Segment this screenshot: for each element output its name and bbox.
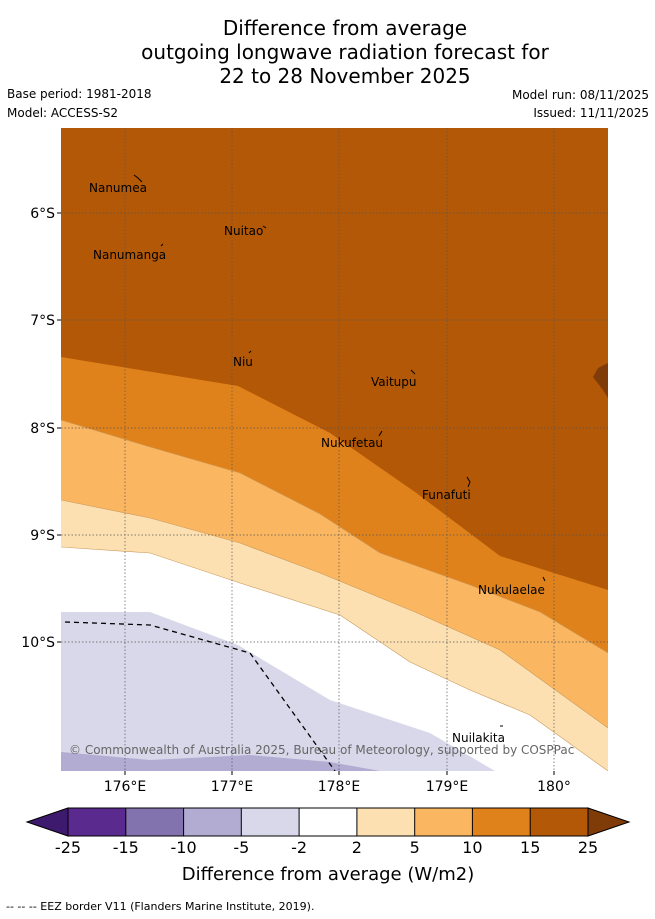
colorbar-tick-label: 5 (410, 838, 420, 857)
colorbar-tick-label: 25 (578, 838, 598, 857)
place-nanumea: Nanumea (89, 181, 147, 195)
place-nanumanga: Nanumanga (93, 248, 166, 262)
band-boundaries (61, 419, 608, 771)
island-nukufetau-mark (378, 430, 383, 437)
lon-label-178e: 178°E (318, 779, 361, 795)
eez-border (64, 621, 336, 771)
colorbar-segment (472, 808, 531, 836)
colorbar-segment (356, 808, 415, 836)
island-nukulaelae-mark (542, 576, 546, 582)
place-nukufetau: Nukufetau (321, 436, 383, 450)
band-minus-10-minus-5 (61, 752, 380, 771)
place-vaitupu: Vaitupu (371, 375, 417, 389)
colorbar-frame (67, 807, 589, 837)
colorbar-high-extension (587, 807, 631, 837)
island-vaitupu-mark (410, 369, 416, 375)
colorbar-tick-label: 2 (352, 838, 362, 857)
place-funafuti: Funafuti (422, 488, 471, 502)
chart-title: Difference from average outgoing longwav… (0, 16, 655, 88)
lon-label-176e: 176°E (104, 779, 147, 795)
colorbar-tick-label: -10 (171, 838, 197, 857)
colorbar-tick-label: -5 (233, 838, 249, 857)
place-nuitao: Nuitao (224, 224, 263, 238)
colorbar-segment (414, 808, 473, 836)
colorbar-tick-label: -2 (291, 838, 307, 857)
colorbar (25, 807, 631, 837)
model-name: Model: ACCESS-S2 (7, 106, 119, 120)
lat-label-7s: 7°S (30, 313, 55, 329)
axis-ticks (57, 212, 555, 775)
island-nuitao-mark (262, 225, 267, 229)
lon-label-179e: 179°E (426, 779, 469, 795)
colorbar-segment (530, 808, 588, 836)
title-line-1: Difference from average (222, 16, 468, 40)
base-period: Base period: 1981-2018 (7, 87, 152, 101)
graticule (61, 128, 608, 771)
issued-date: Issued: 11/11/2025 (533, 106, 649, 120)
place-nuilakita: Nuilakita (452, 731, 505, 745)
colorbar-segment (125, 808, 184, 836)
place-niu: Niu (233, 355, 253, 369)
island-funafuti-mark (466, 476, 471, 488)
colorbar-tick-label: -15 (113, 838, 139, 857)
place-nukulaelae: Nukulaelae (478, 583, 545, 597)
colorbar-title: Difference from average (W/m2) (182, 864, 474, 885)
colorbar-segment (183, 808, 242, 836)
eez-legend-note: -- -- -- EEZ border V11 (Flanders Marine… (6, 900, 315, 913)
lat-label-6s: 6°S (30, 206, 55, 222)
title-line-2: outgoing longwave radiation forecast for (141, 40, 549, 64)
title-line-3: 22 to 28 November 2025 (219, 64, 471, 88)
colorbar-tick-label: -25 (55, 838, 81, 857)
lon-label-177e: 177°E (211, 779, 254, 795)
island-nanumea-mark (133, 174, 143, 183)
island-niu-mark (248, 350, 252, 354)
model-run: Model run: 08/11/2025 (511, 88, 649, 102)
lat-label-9s: 9°S (30, 528, 55, 544)
colorbar-low-extension (25, 807, 69, 837)
colorbar-segment (241, 808, 300, 836)
copyright-notice: © Commonwealth of Australia 2025, Bureau… (69, 743, 574, 757)
band-above-25 (593, 363, 608, 398)
colorbar-segment (68, 808, 126, 836)
lat-label-8s: 8°S (30, 421, 55, 437)
lat-label-10s: 10°S (21, 635, 55, 651)
lon-label-180: 180° (537, 779, 571, 795)
island-nanumanga-mark (160, 243, 164, 247)
island-marks (133, 174, 546, 727)
colorbar-tick-label: 10 (462, 838, 482, 857)
colorbar-dividers (125, 808, 531, 836)
map-plot-area: Nanumea Nuitao Nanumanga Niu Vaitupu Nuk… (61, 128, 608, 771)
colorbar-tick-label: 15 (520, 838, 540, 857)
colorbar-segment (299, 808, 357, 836)
